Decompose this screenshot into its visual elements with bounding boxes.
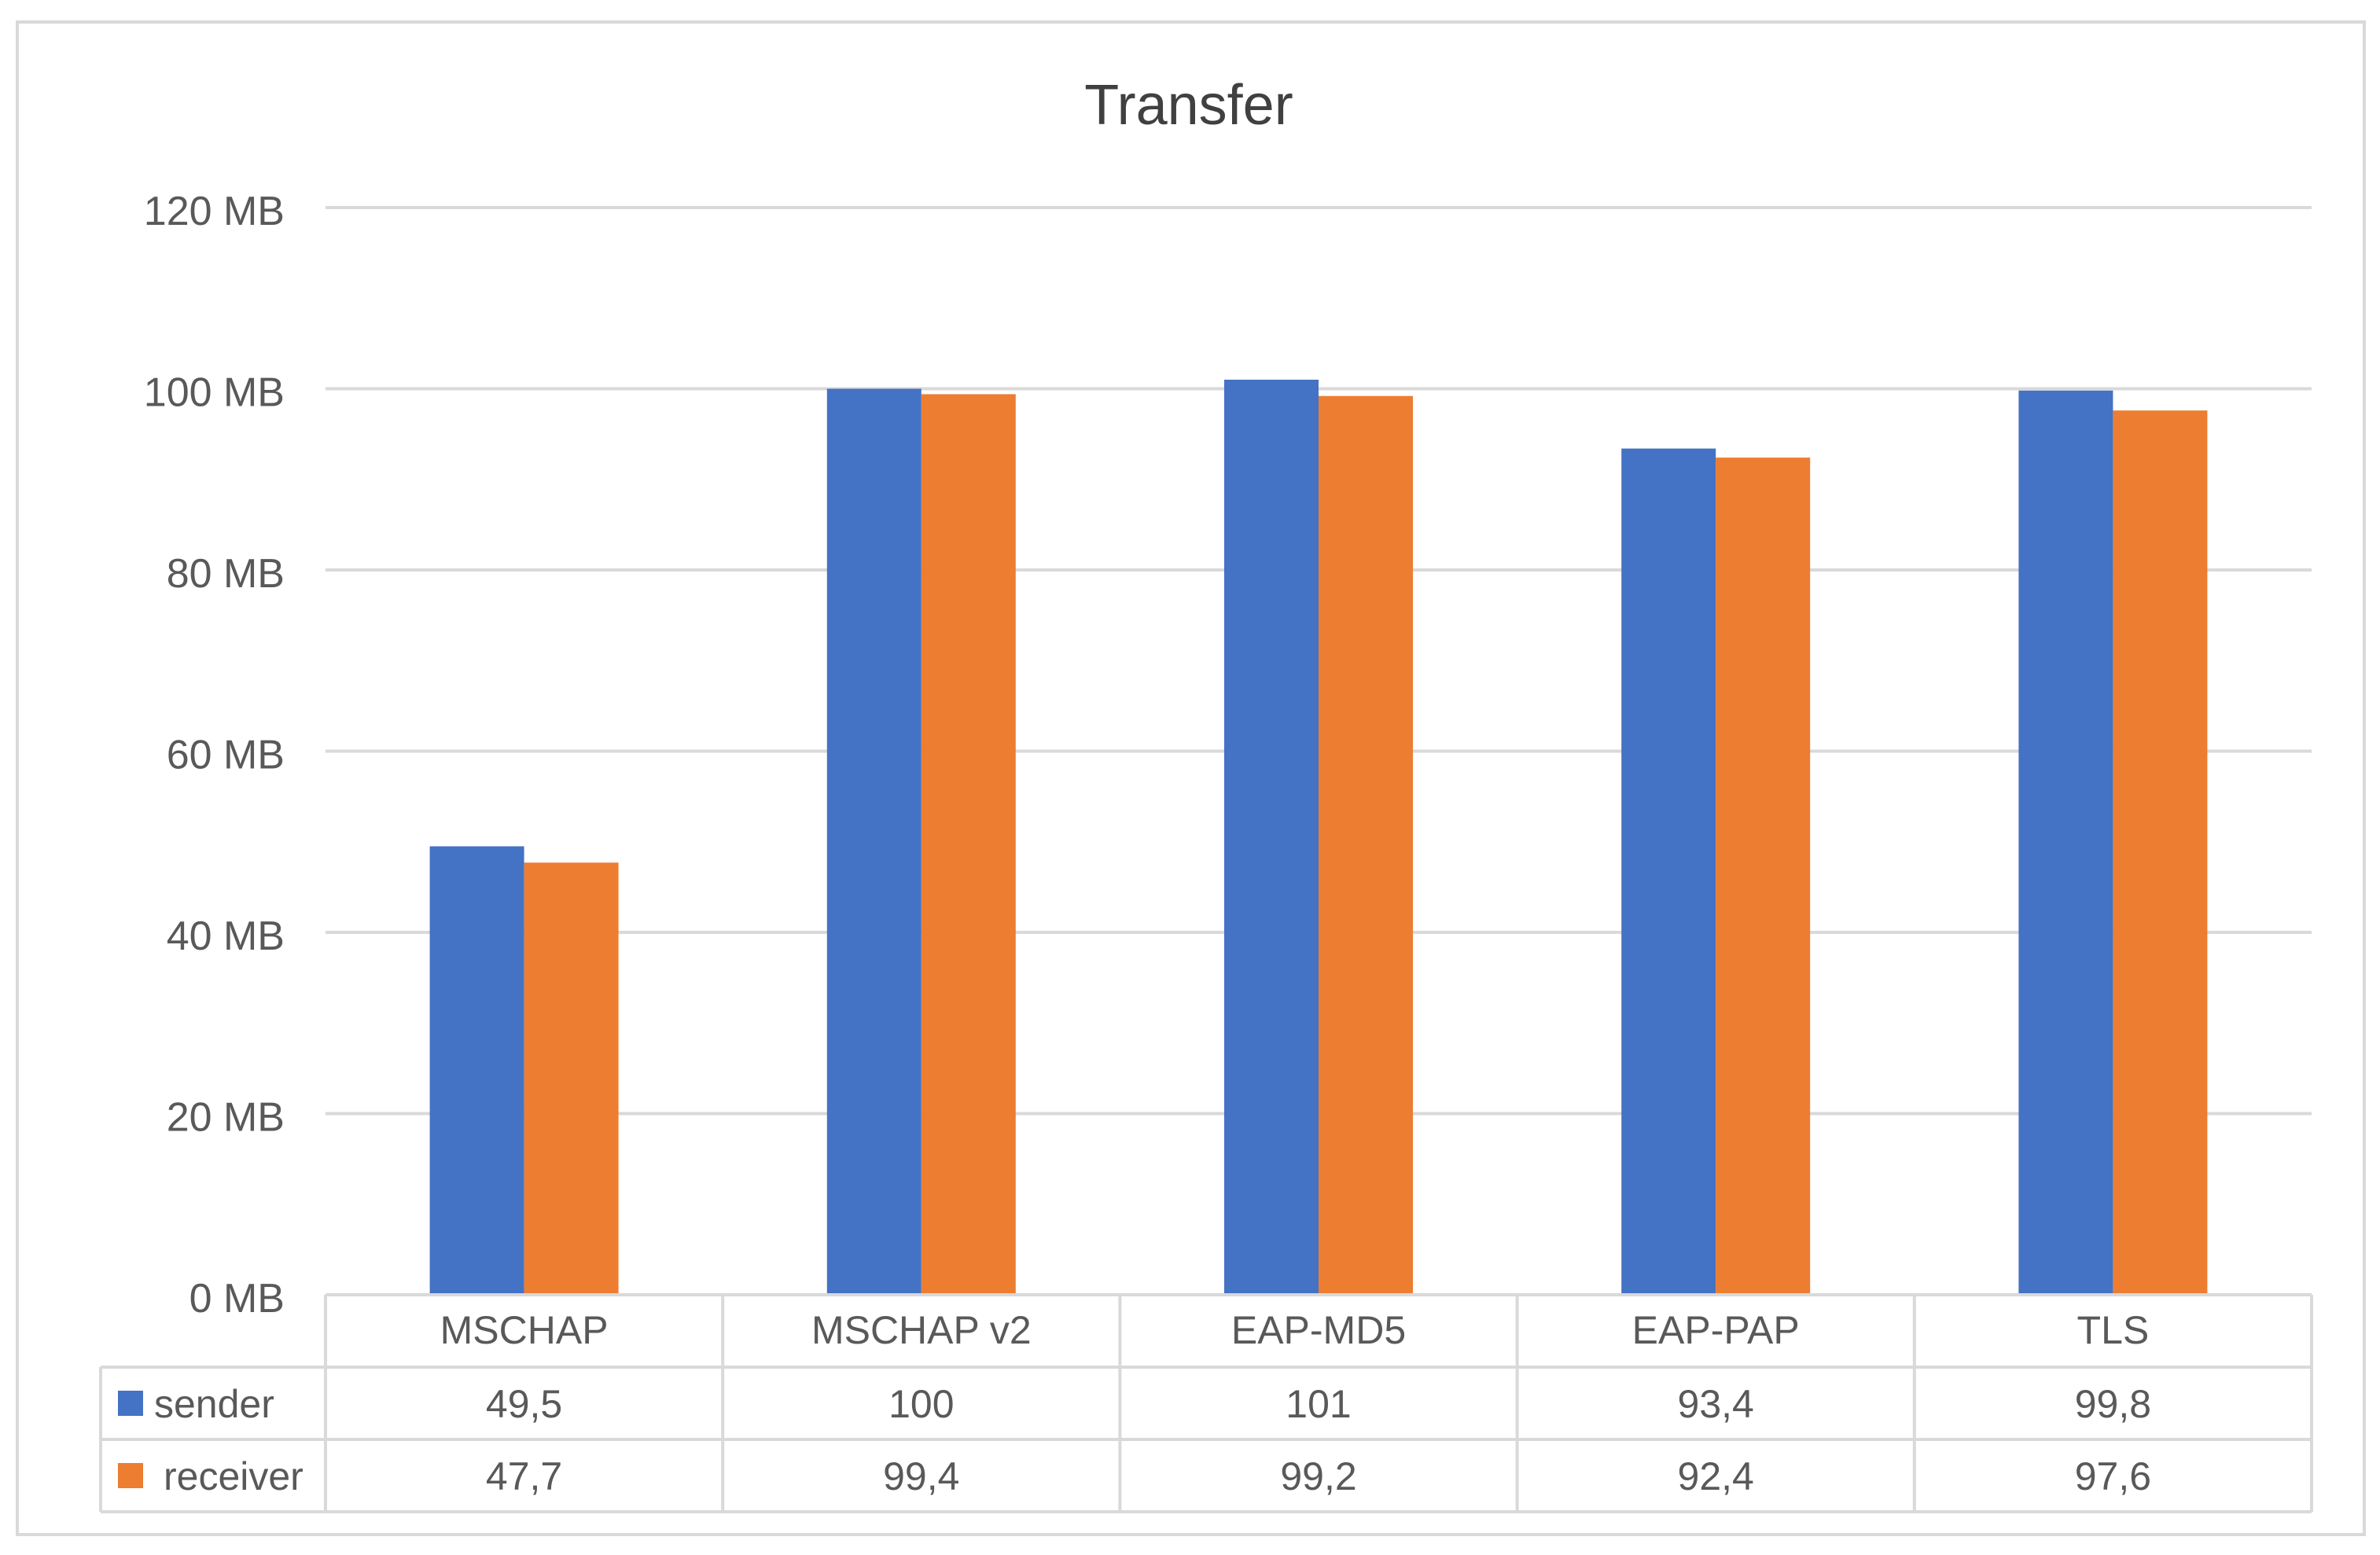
data-label-sender: 101 (1286, 1382, 1351, 1426)
bar-sender-2 (1224, 379, 1319, 1296)
bar-receiver-2 (1319, 395, 1413, 1296)
data-label-sender: 49,5 (486, 1382, 562, 1426)
x-category-label: MSCHAP v2 (811, 1308, 1032, 1352)
bar-receiver-1 (921, 394, 1016, 1295)
x-category-label: MSCHAP (440, 1308, 609, 1352)
x-category-label: EAP-MD5 (1231, 1308, 1406, 1352)
y-axis-ticks: 0 MB 20 MB 40 MB 60 MB 80 MB 100 MB 120 MB (144, 189, 285, 1322)
data-label-receiver: 99,2 (1280, 1454, 1356, 1498)
x-category-label: TLS (2077, 1308, 2150, 1352)
y-tick-label: 20 MB (167, 1095, 285, 1141)
data-label-sender: 93,4 (1678, 1382, 1754, 1426)
bar-receiver-3 (1716, 458, 1811, 1295)
legend-key-receiver (118, 1463, 143, 1488)
y-tick-label: 80 MB (167, 551, 285, 597)
bar-sender-0 (429, 846, 524, 1295)
bar-sender-1 (826, 388, 921, 1295)
bar-receiver-4 (2113, 410, 2208, 1296)
bar-sender-3 (1621, 448, 1716, 1296)
data-label-sender: 100 (888, 1382, 954, 1426)
data-label-sender: 99,8 (2075, 1382, 2151, 1426)
bar-sender-4 (2018, 390, 2113, 1296)
y-tick-label: 40 MB (167, 914, 285, 959)
data-label-receiver: 97,6 (2075, 1454, 2151, 1498)
legend-label-sender: sender (154, 1382, 274, 1426)
data-label-receiver: 99,4 (883, 1454, 959, 1498)
y-tick-label: 100 MB (144, 370, 285, 416)
y-tick-label: 60 MB (167, 733, 285, 778)
bars (429, 379, 2208, 1296)
bar-receiver-0 (524, 862, 619, 1295)
data-label-receiver: 47,7 (486, 1454, 562, 1498)
legend-key-sender (118, 1391, 143, 1416)
y-tick-label: 0 MB (189, 1276, 285, 1322)
chart-frame (16, 20, 2366, 1536)
y-tick-label: 120 MB (144, 189, 285, 234)
data-table: MSCHAP MSCHAP v2 EAP-MD5 EAP-PAP TLS sender 49… (99, 1293, 2313, 1513)
x-category-label: EAP-PAP (1632, 1308, 1800, 1352)
legend-label-receiver: receiver (164, 1454, 303, 1498)
data-label-receiver: 92,4 (1678, 1454, 1754, 1498)
chart-title: Transfer (1084, 74, 1293, 137)
